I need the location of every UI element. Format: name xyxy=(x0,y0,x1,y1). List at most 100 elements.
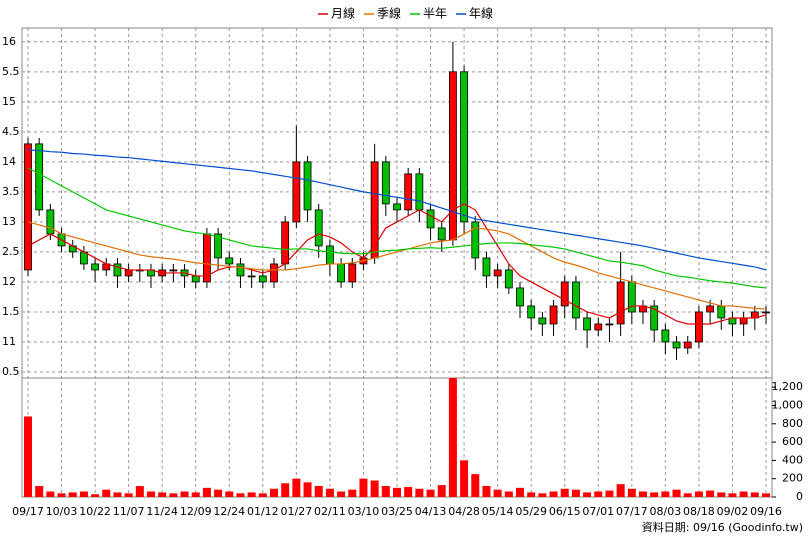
y-tick-label: 11 xyxy=(2,335,16,348)
volume-bar xyxy=(325,488,334,497)
volume-bar xyxy=(214,489,223,497)
candle-body xyxy=(471,221,480,259)
candle-body xyxy=(683,341,692,349)
candle-body xyxy=(270,263,278,283)
volume-bar xyxy=(381,486,390,497)
volume-bar xyxy=(672,489,681,497)
volume-bar xyxy=(762,493,770,497)
x-tick-label: 07/01 xyxy=(582,505,614,518)
volume-bar xyxy=(527,492,536,497)
x-tick-label: 10/03 xyxy=(46,505,78,518)
volume-bar xyxy=(247,492,256,497)
volume-bar xyxy=(169,493,178,497)
y2-tick-label: 400 xyxy=(782,453,803,466)
volume-bar xyxy=(113,492,122,497)
candle-body xyxy=(348,263,357,283)
volume-bar xyxy=(91,494,100,497)
y-tick-label: 14 xyxy=(2,155,16,168)
volume-bar xyxy=(236,493,245,497)
volume-bar xyxy=(158,492,167,497)
volume-bar xyxy=(35,486,44,497)
volume-bar xyxy=(359,478,368,497)
candle-body xyxy=(370,161,379,259)
volume-bar xyxy=(393,487,401,497)
candle-body xyxy=(24,143,32,271)
x-tick-label: 04/13 xyxy=(415,505,447,518)
candle-body xyxy=(437,227,446,241)
x-tick-label: 03/10 xyxy=(348,505,380,518)
candle-body xyxy=(605,323,614,326)
x-tick-label: 04/28 xyxy=(448,505,480,518)
x-tick-label: 01/27 xyxy=(281,505,313,518)
y-tick-label: 13 xyxy=(2,215,16,228)
candle-body xyxy=(762,311,770,314)
x-tick-label: 12/24 xyxy=(213,505,245,518)
x-tick-label: 09/16 xyxy=(750,505,782,518)
candle-body xyxy=(314,209,323,247)
candle-body xyxy=(482,257,491,277)
candle-body xyxy=(695,311,703,343)
candle-body xyxy=(292,161,301,223)
candle-body xyxy=(538,317,547,325)
ma-line xyxy=(27,203,767,325)
volume-bar xyxy=(202,487,211,497)
volume-bar xyxy=(102,489,111,497)
candle-body xyxy=(516,287,524,307)
x-tick-label: 05/29 xyxy=(515,505,547,518)
volume-bar xyxy=(661,491,670,497)
legend-label: 季線 xyxy=(377,6,401,21)
y2-tick-label: 0 xyxy=(796,490,803,503)
candle-body xyxy=(247,275,256,278)
candle-body xyxy=(124,269,133,277)
y-tick-label: 5.5 xyxy=(2,65,20,78)
volume-bar xyxy=(303,482,312,497)
x-tick-label: 02/11 xyxy=(314,505,346,518)
volume-bar xyxy=(147,491,155,497)
volume-bar xyxy=(683,493,692,497)
candle-body xyxy=(493,269,502,277)
x-tick-label: 10/22 xyxy=(79,505,111,518)
volume-bar xyxy=(258,493,267,497)
volume-bar xyxy=(694,491,703,497)
candle-body xyxy=(303,161,312,211)
candle-body xyxy=(169,269,178,272)
volume-bar xyxy=(180,491,189,497)
x-tick-label: 09/17 xyxy=(12,505,44,518)
x-tick-label: 11/07 xyxy=(113,505,145,518)
volume-bar xyxy=(639,491,647,497)
legend-label: 年線 xyxy=(469,6,493,21)
candle-body xyxy=(191,275,200,283)
x-tick-label: 12/09 xyxy=(180,505,212,518)
volume-bar xyxy=(348,489,357,497)
x-tick-label: 11/24 xyxy=(146,505,178,518)
candle-body xyxy=(527,305,536,319)
volume-bar xyxy=(482,486,491,497)
candle-body xyxy=(381,161,390,205)
x-tick-label: 05/14 xyxy=(482,505,514,518)
volume-bar xyxy=(292,478,301,497)
x-tick-label: 09/02 xyxy=(717,505,749,518)
candle-body xyxy=(706,305,714,313)
candle-body xyxy=(739,317,748,325)
volume-bar xyxy=(650,492,659,497)
volume-bar xyxy=(426,489,435,497)
volume-bar xyxy=(124,493,133,497)
volume-bar xyxy=(225,491,234,497)
y-tick-label: 16 xyxy=(2,35,16,48)
candle-body xyxy=(337,263,345,283)
volume-bar xyxy=(616,484,625,497)
candle-body xyxy=(113,263,122,277)
legend-label: 半年 xyxy=(423,7,447,21)
y-tick-label: 0.5 xyxy=(2,365,20,378)
y2-tick-label: 800 xyxy=(782,417,803,430)
candle-body xyxy=(35,143,44,211)
volume-bar xyxy=(437,485,446,497)
candle-body xyxy=(449,71,457,241)
ma-line xyxy=(27,221,767,310)
volume-bar xyxy=(448,378,457,497)
candle-body xyxy=(415,173,424,211)
volume-bar xyxy=(627,488,636,497)
candle-body xyxy=(236,263,245,277)
candle-body xyxy=(717,305,726,319)
x-tick-label: 06/15 xyxy=(549,505,581,518)
